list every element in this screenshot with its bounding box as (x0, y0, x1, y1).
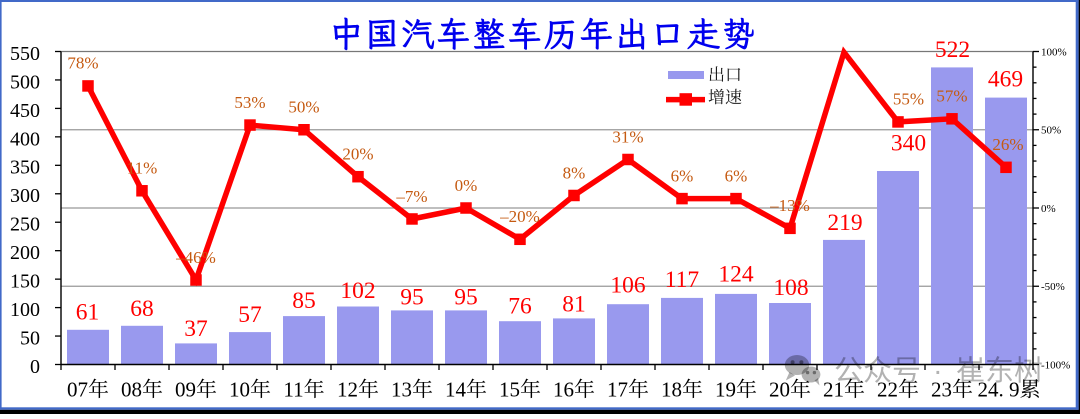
svg-text:21年: 21年 (823, 378, 865, 402)
svg-text:219: 219 (827, 210, 862, 236)
svg-text:340: 340 (891, 131, 926, 157)
svg-text:350: 350 (10, 157, 40, 179)
svg-text:50: 50 (20, 327, 40, 349)
svg-text:-50%: -50% (1041, 281, 1065, 293)
svg-text:85: 85 (292, 288, 316, 314)
svg-text:300: 300 (10, 185, 40, 207)
svg-text:0%: 0% (1041, 203, 1056, 215)
svg-text:117: 117 (665, 267, 700, 293)
svg-text:68: 68 (130, 296, 154, 322)
svg-text:106: 106 (610, 273, 646, 299)
svg-text:07年: 07年 (67, 378, 109, 402)
svg-text:55%: 55% (893, 90, 924, 109)
svg-text:57: 57 (238, 302, 262, 328)
svg-text:469: 469 (988, 67, 1023, 93)
svg-text:12年: 12年 (337, 378, 379, 402)
svg-text:崔东树: 崔东树 (956, 356, 1043, 388)
svg-text:11年: 11年 (283, 378, 324, 402)
svg-text:61: 61 (76, 300, 100, 326)
svg-text:23年: 23年 (931, 378, 973, 402)
svg-text:250: 250 (10, 214, 40, 236)
svg-text:6%: 6% (725, 166, 748, 185)
svg-text:95: 95 (400, 285, 424, 311)
svg-text:100%: 100% (1041, 46, 1067, 58)
svg-text:50%: 50% (288, 98, 319, 117)
svg-text:37: 37 (184, 316, 208, 342)
svg-text:09年: 09年 (175, 378, 217, 402)
svg-text:–20%: –20% (499, 207, 540, 226)
svg-text:6%: 6% (671, 166, 694, 185)
svg-text:18年: 18年 (661, 378, 703, 402)
svg-text:102: 102 (340, 278, 375, 304)
svg-text:13年: 13年 (391, 378, 433, 402)
svg-text:150: 150 (10, 271, 40, 293)
svg-text:公众号: 公众号 (834, 356, 921, 388)
svg-text:20%: 20% (342, 145, 373, 164)
svg-text:14年: 14年 (445, 378, 487, 402)
svg-text:522: 522 (935, 37, 970, 63)
svg-text:19年: 19年 (715, 378, 757, 402)
svg-text:–46%: –46% (175, 248, 216, 267)
svg-text:24. 9累: 24. 9累 (978, 378, 1041, 402)
svg-text:26%: 26% (992, 135, 1023, 154)
svg-text:-100%: -100% (1041, 359, 1070, 371)
svg-text:出口: 出口 (708, 61, 742, 86)
svg-text:78%: 78% (67, 54, 98, 73)
svg-text:400: 400 (10, 128, 40, 150)
svg-text:0: 0 (30, 356, 40, 378)
svg-text:450: 450 (10, 100, 40, 122)
svg-text:–7%: –7% (395, 187, 427, 206)
svg-text:增速: 增速 (708, 83, 742, 108)
svg-text:200: 200 (10, 242, 40, 264)
svg-text:31%: 31% (612, 127, 643, 146)
svg-text:中国汽车整车历年出口走势: 中国汽车整车历年出口走势 (329, 11, 757, 56)
svg-text:15年: 15年 (499, 378, 541, 402)
svg-text:11%: 11% (127, 159, 158, 178)
svg-text:8%: 8% (563, 163, 586, 182)
svg-text:16年: 16年 (553, 378, 595, 402)
svg-text:124: 124 (718, 262, 754, 288)
svg-text:108: 108 (773, 275, 808, 301)
svg-text:0%: 0% (455, 176, 478, 195)
svg-text:22年: 22年 (877, 378, 919, 402)
svg-text:53%: 53% (234, 93, 265, 112)
svg-text:76: 76 (508, 294, 532, 320)
svg-text:10年: 10年 (229, 378, 271, 402)
svg-text:–13%: –13% (769, 196, 810, 215)
svg-text:08年: 08年 (121, 378, 163, 402)
svg-text:57%: 57% (936, 87, 967, 106)
svg-text:81: 81 (562, 292, 586, 318)
svg-text:50%: 50% (1041, 125, 1061, 137)
svg-text:500: 500 (10, 71, 40, 93)
svg-text:550: 550 (10, 43, 40, 65)
svg-text:·: · (933, 356, 943, 388)
svg-text:95: 95 (454, 285, 478, 311)
svg-text:100: 100 (10, 299, 40, 321)
svg-text:17年: 17年 (607, 378, 649, 402)
svg-text:20年: 20年 (769, 378, 811, 402)
